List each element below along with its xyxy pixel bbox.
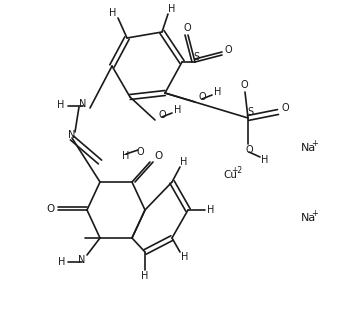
Text: O: O: [281, 103, 289, 113]
Text: O: O: [46, 204, 54, 214]
Text: H: H: [207, 205, 215, 215]
Text: H: H: [174, 105, 182, 115]
Text: H: H: [109, 8, 117, 18]
Text: H: H: [141, 271, 149, 281]
Text: H: H: [261, 155, 269, 165]
Text: O: O: [198, 92, 206, 102]
Text: +: +: [312, 208, 318, 217]
Text: N: N: [78, 255, 86, 265]
Text: H: H: [57, 100, 65, 110]
Text: O: O: [245, 145, 253, 155]
Text: N: N: [68, 130, 76, 140]
Text: Na: Na: [300, 143, 316, 153]
Text: N: N: [79, 99, 87, 109]
Text: H: H: [214, 87, 222, 97]
Text: O: O: [154, 151, 162, 161]
Text: Cu: Cu: [223, 170, 237, 180]
Text: H: H: [58, 257, 66, 267]
Text: +2: +2: [232, 166, 243, 174]
Text: S: S: [247, 107, 253, 117]
Text: O: O: [240, 80, 248, 90]
Text: H: H: [122, 151, 130, 161]
Text: H: H: [180, 157, 188, 167]
Text: +: +: [312, 139, 318, 148]
Text: H: H: [168, 4, 176, 14]
Text: O: O: [158, 110, 166, 120]
Text: O: O: [136, 147, 144, 157]
Text: H: H: [181, 252, 189, 262]
Text: S: S: [193, 52, 199, 62]
Text: O: O: [183, 23, 191, 33]
Text: Na: Na: [300, 213, 316, 223]
Text: O: O: [224, 45, 232, 55]
